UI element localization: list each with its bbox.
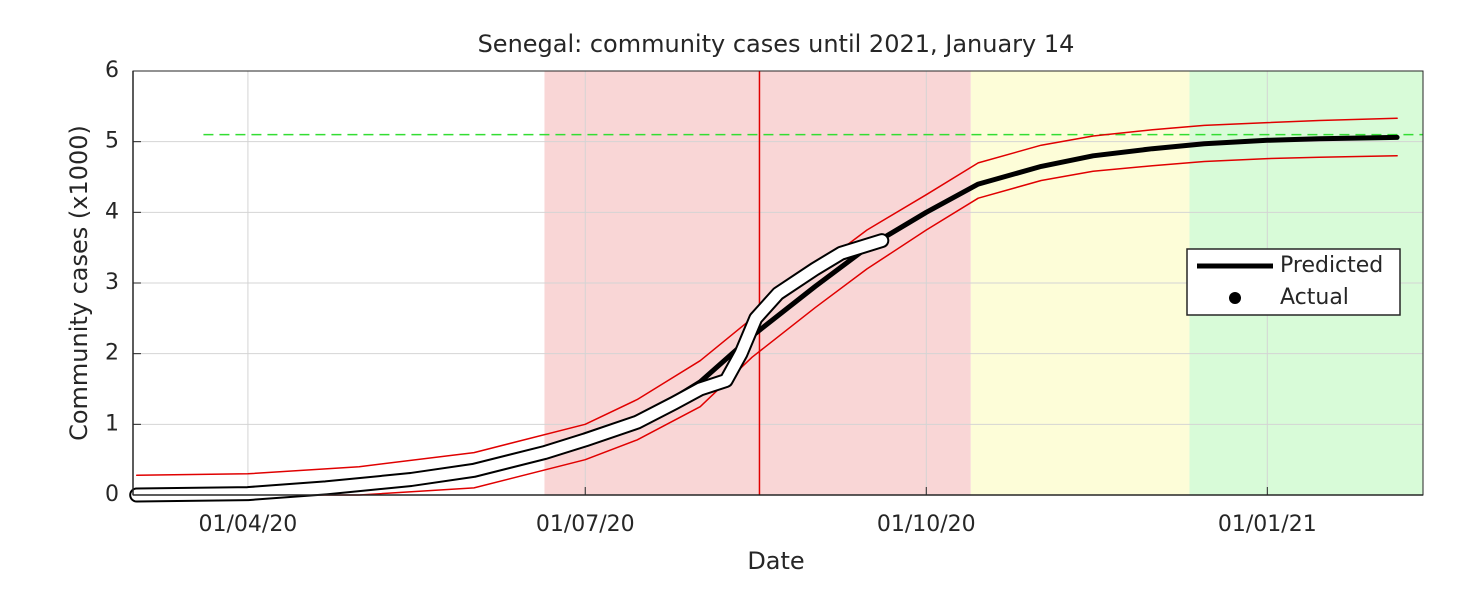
x-tick-label: 01/07/20 (536, 512, 635, 537)
y-tick-label: 5 (105, 129, 119, 154)
y-tick-label: 6 (105, 58, 119, 83)
chart-title: Senegal: community cases until 2021, Jan… (478, 30, 1075, 58)
legend: Predicted Actual (1186, 248, 1401, 316)
legend-box (1186, 248, 1401, 316)
x-tick-label: 01/04/20 (199, 512, 298, 537)
legend-symbol (1229, 292, 1241, 304)
y-tick-label: 1 (105, 411, 119, 436)
y-tick-label: 4 (105, 199, 119, 224)
y-tick-label: 3 (105, 270, 119, 295)
series-line (131, 235, 888, 501)
y-tick-label: 2 (105, 341, 119, 366)
y-tick-label: 0 (105, 482, 119, 507)
legend-label: Actual (1280, 285, 1349, 310)
x-tick-label: 01/01/21 (1218, 512, 1317, 537)
series-line (135, 155, 1398, 496)
series-line (135, 117, 1398, 476)
x-tick-label: 01/10/20 (877, 512, 976, 537)
y-axis-label: Community cases (x1000) (65, 125, 93, 441)
x-axis-label: Date (747, 547, 804, 575)
legend-label: Predicted (1280, 253, 1383, 278)
